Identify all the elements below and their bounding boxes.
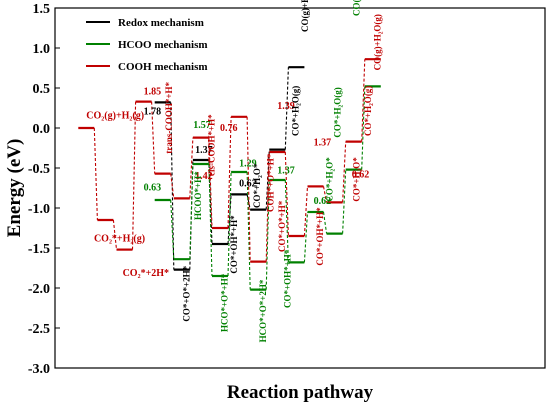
connector: [170, 102, 175, 270]
state-annotation: CO₂*+2H*: [123, 268, 169, 279]
series-1: [154, 85, 381, 291]
state-annotation: CO*+H₂O(g): [363, 86, 373, 136]
y-tick-label: 0.5: [33, 82, 51, 97]
state-annotation: COH*+O*+H*: [265, 153, 275, 212]
state-annotation: CO₂*+H₂(g): [94, 234, 145, 245]
state-annotation: 1.39: [277, 101, 295, 112]
state-annotation: 0.62: [239, 178, 257, 189]
legend: Redox mechanism HCOO mechanism COOH mechan…: [86, 17, 208, 73]
x-axis-label: Reaction pathway: [227, 382, 374, 403]
connector: [265, 179, 270, 290]
y-tick-label: -1.0: [28, 202, 50, 217]
state-annotation: HCO*+O*+2H*: [258, 279, 268, 342]
plot-frame: [54, 7, 546, 369]
connector: [227, 116, 232, 229]
state-annotation: CO*+OH*+H*: [315, 207, 325, 266]
connector: [342, 141, 347, 203]
state-annotation: 1.78: [144, 106, 162, 117]
state-annotation: CO*+H₂O*: [252, 163, 262, 208]
connector: [208, 159, 213, 245]
state-annotation: CO*+OH*+H*: [283, 249, 293, 308]
connector: [284, 67, 289, 150]
series-layer: [78, 58, 381, 291]
connector: [208, 137, 213, 229]
connector: [303, 211, 309, 263]
connector: [227, 171, 232, 277]
y-tick-label: -1.5: [28, 242, 50, 257]
state-annotation: CO*+O*+2H*: [181, 265, 191, 321]
connector: [322, 211, 328, 234]
connector: [151, 101, 156, 174]
state-annotation: 0.63: [144, 182, 162, 193]
connector: [284, 179, 289, 263]
state-annotation: CO(g)+H₂O(g): [351, 0, 361, 16]
state-annotation: 1.29: [239, 158, 257, 169]
state-annotation: HCO*+O*+H*: [220, 273, 230, 332]
connector: [303, 186, 309, 237]
state-annotation: CO*+H₂O*: [351, 157, 361, 202]
y-tick-label: 1.0: [33, 42, 51, 57]
connector: [189, 137, 194, 199]
connector: [227, 194, 232, 245]
y-tick-label: -3.0: [28, 362, 50, 377]
connector: [342, 169, 347, 234]
connector: [170, 173, 175, 199]
annotation-layer: CO₂(g)+H₂(g) CO₂*+H₂(g) CO₂*+2H* 1.85 1.78 0.…: [86, 0, 382, 342]
connector: [131, 101, 137, 250]
state-annotation: 1.57: [193, 120, 211, 131]
state-annotation: CO*+H₂O(g): [332, 87, 342, 137]
state-annotation: CO*+H₂O*: [325, 157, 335, 202]
y-tick-label: -2.5: [28, 322, 50, 337]
connector: [361, 59, 366, 142]
state-annotation: 1.37: [277, 166, 295, 177]
state-annotation: 0.76: [220, 123, 238, 134]
state-annotation: 1.37: [195, 145, 213, 156]
state-annotation: trans-COOH*+H*: [164, 81, 174, 153]
legend-label: HCOO mechanism: [118, 39, 208, 51]
y-axis-ticks: 1.5 1.0 0.5 0.0 -0.5 -1.0 -1.5 -2.0 -2.5 -3.0: [28, 2, 60, 377]
state-annotation: CO(g)+H₂O(g): [300, 0, 310, 32]
state-annotation: 0.62: [352, 170, 370, 181]
connector: [208, 163, 213, 277]
legend-label: Redox mechanism: [118, 17, 204, 29]
connector: [265, 151, 270, 262]
state-annotation: HCOO*+H*: [193, 171, 203, 220]
state-annotation: cis-COOH*+H*: [206, 114, 216, 176]
connector: [93, 127, 98, 221]
series-2: [78, 58, 381, 263]
y-tick-label: -2.0: [28, 282, 50, 297]
state-annotation: CO(g)+H₂O(g): [372, 14, 382, 70]
connector: [361, 86, 366, 170]
state-annotation: CO*+OH*+H*: [229, 215, 239, 274]
state-annotation: CO*+H₂O(g): [290, 86, 300, 136]
state-annotation: 1.37: [314, 138, 332, 149]
y-tick-label: -0.5: [28, 162, 50, 177]
state-annotation: 1.42: [195, 171, 213, 182]
state-annotation: 1.85: [144, 86, 162, 97]
y-tick-label: 1.5: [33, 2, 51, 17]
legend-label: COOH mechanism: [118, 61, 208, 73]
connector: [246, 116, 251, 262]
y-tick-label: 0.0: [33, 122, 51, 137]
connector: [284, 151, 289, 237]
connector: [189, 163, 194, 260]
state-annotation: CO₂(g)+H₂(g): [86, 110, 144, 121]
y-axis-label: Energy (eV): [4, 139, 25, 238]
state-annotation: 0.62: [314, 196, 332, 207]
state-annotation: CO*+O*+H*: [277, 200, 287, 252]
connector: [322, 186, 328, 203]
